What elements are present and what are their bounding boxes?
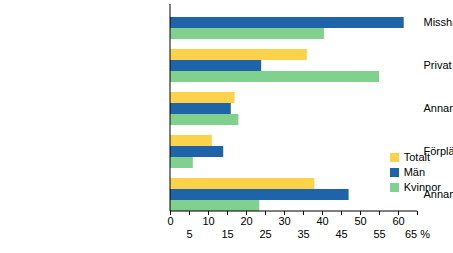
- svg-text:Misshandel totalt: Misshandel totalt: [424, 16, 453, 28]
- svg-text:20: 20: [240, 215, 252, 227]
- svg-text:50: 50: [354, 215, 366, 227]
- svg-text:60: 60: [392, 215, 404, 227]
- html-text:Totalt: Totalt: [403, 151, 430, 163]
- svg-text:45: 45: [335, 228, 347, 240]
- svg-text:Privat bostad: Privat bostad: [424, 59, 453, 71]
- svg-text:40: 40: [316, 215, 328, 227]
- svg-text:10: 10: [202, 215, 214, 227]
- svg-text:30: 30: [278, 215, 290, 227]
- svg-text:35: 35: [297, 228, 309, 240]
- svg-text:25: 25: [259, 228, 271, 240]
- svg-text:65 %: 65 %: [405, 228, 430, 240]
- svg-text:5: 5: [186, 228, 192, 240]
- svg-text:0: 0: [167, 215, 173, 227]
- svg-text:15: 15: [221, 228, 233, 240]
- html-text:Män: Män: [403, 166, 426, 178]
- svg-text:Annan privat plats: Annan privat plats: [424, 102, 453, 114]
- svg-text:55: 55: [373, 228, 385, 240]
- html-text:Kvinnor: Kvinnor: [403, 181, 441, 193]
